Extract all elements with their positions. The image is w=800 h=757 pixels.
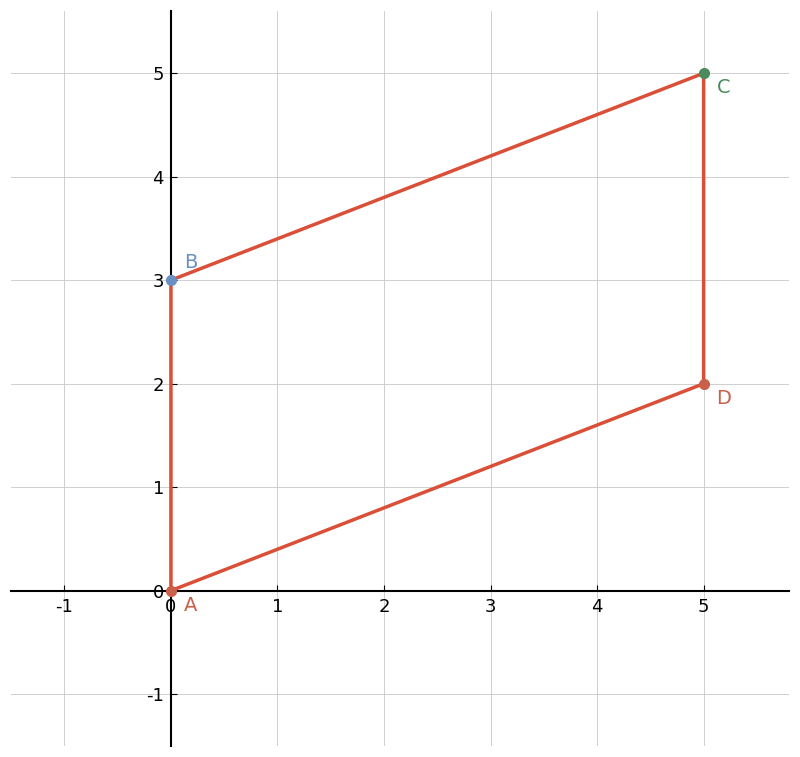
Text: A: A	[184, 596, 197, 615]
Text: C: C	[717, 79, 730, 98]
Text: B: B	[184, 253, 197, 272]
Text: D: D	[717, 389, 731, 408]
